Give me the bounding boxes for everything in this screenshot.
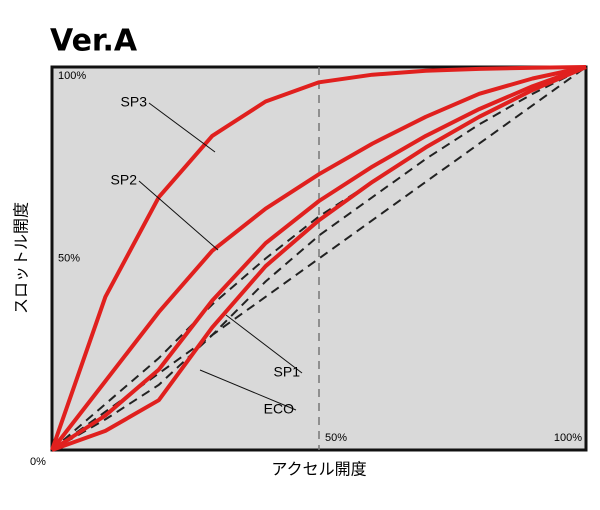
y-tick-label: 100%: [58, 70, 86, 82]
curve: [50, 65, 587, 451]
x-tick-label: 100%: [554, 432, 582, 444]
callout-label: SP1: [274, 364, 301, 380]
reference-line: [51, 66, 587, 451]
x-axis-label: アクセル開度: [271, 460, 366, 479]
callout-line: [225, 314, 303, 374]
callout-label: SP3: [121, 94, 148, 110]
y-axis-label: スロットル開度: [12, 202, 31, 314]
y-tick-label: 50%: [58, 252, 80, 264]
curve: [51, 65, 587, 452]
x-tick-label: 50%: [325, 432, 347, 444]
callout-line: [199, 369, 297, 411]
curve: [50, 65, 587, 452]
y-tick-label: 0%: [30, 456, 46, 468]
curve: [50, 65, 587, 452]
callout-label: SP2: [111, 172, 138, 188]
callout-label: ECO: [264, 401, 294, 417]
callout-line: [138, 180, 219, 251]
callout-line: [148, 102, 216, 153]
chart-title: Ver.A: [50, 24, 138, 59]
